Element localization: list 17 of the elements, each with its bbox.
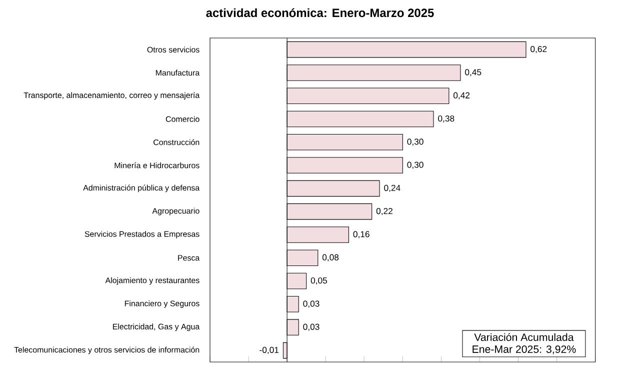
data-label: 0,08	[322, 254, 339, 262]
data-label: 0,38	[438, 115, 454, 123]
annotation: Variación Acumulada	[474, 333, 574, 342]
annotation: Ene-Mar 2025: 3,92%	[472, 345, 576, 354]
data-label: 0,05	[310, 277, 328, 285]
data-label: 0,45	[465, 69, 482, 76]
data-label: 0,03	[303, 324, 320, 331]
data-label: 0,16	[353, 231, 370, 238]
data-label: 0,22	[376, 208, 392, 216]
data-label: 0,24	[384, 184, 400, 192]
data-label: 0,03	[303, 300, 320, 308]
data-label: 0,30	[407, 162, 424, 169]
data-label: 0,62	[530, 46, 547, 54]
data-label: 0,30	[407, 138, 424, 146]
chart-title: actividad económica: Enero-Marzo 2025	[206, 8, 434, 18]
data-label: -0,01	[260, 346, 279, 354]
data-label: 0,42	[453, 92, 470, 100]
